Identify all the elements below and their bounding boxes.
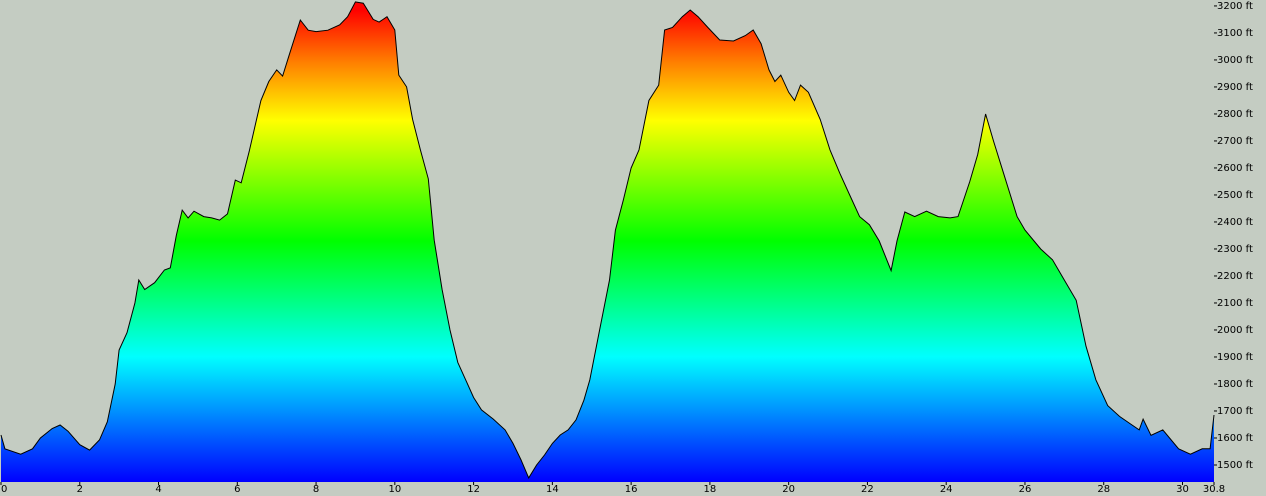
y-tick-label: 2200 ft: [1217, 271, 1253, 282]
y-tick-label: 2000 ft: [1217, 325, 1253, 336]
x-tick-label: 28: [1097, 484, 1110, 495]
area-fill: [1, 1, 1214, 483]
x-tick-label: 20: [782, 484, 795, 495]
x-tick-label: 22: [861, 484, 874, 495]
y-tick-label: 3200 ft: [1217, 1, 1253, 12]
y-tick-label: 2700 ft: [1217, 136, 1253, 147]
y-tick-label: 2100 ft: [1217, 298, 1253, 309]
x-tick-label: 2: [77, 484, 83, 495]
x-tick-label: 0: [1, 484, 7, 495]
x-tick-label: 8: [313, 484, 319, 495]
y-tick-label: 2300 ft: [1217, 244, 1253, 255]
x-tick-label: 30: [1176, 484, 1189, 495]
y-tick-label: 2600 ft: [1217, 163, 1253, 174]
y-tick-label: 3000 ft: [1217, 55, 1253, 66]
y-tick-label: 2900 ft: [1217, 82, 1253, 93]
x-tick-label: 30.8: [1203, 484, 1225, 495]
y-tick-label: 2500 ft: [1217, 190, 1253, 201]
x-tick-label: 6: [234, 484, 240, 495]
y-tick-label: 3100 ft: [1217, 28, 1253, 39]
x-tick-label: 16: [625, 484, 638, 495]
x-tick-label: 24: [940, 484, 953, 495]
x-tick-label: 10: [388, 484, 401, 495]
x-tick-label: 12: [467, 484, 480, 495]
x-tick-label: 14: [546, 484, 559, 495]
x-tick-label: 4: [155, 484, 161, 495]
elevation-line: [0, 1, 1215, 479]
y-tick-label: 1800 ft: [1217, 379, 1253, 390]
y-tick-label: 1600 ft: [1217, 433, 1253, 444]
y-tick-label: 1700 ft: [1217, 406, 1253, 417]
y-tick-label: 2400 ft: [1217, 217, 1253, 228]
y-tick-label: 1500 ft: [1217, 460, 1253, 471]
y-tick-label: 1900 ft: [1217, 352, 1253, 363]
x-tick-label: 26: [1019, 484, 1032, 495]
x-tick-label: 18: [704, 484, 717, 495]
y-tick-label: 2800 ft: [1217, 109, 1253, 120]
